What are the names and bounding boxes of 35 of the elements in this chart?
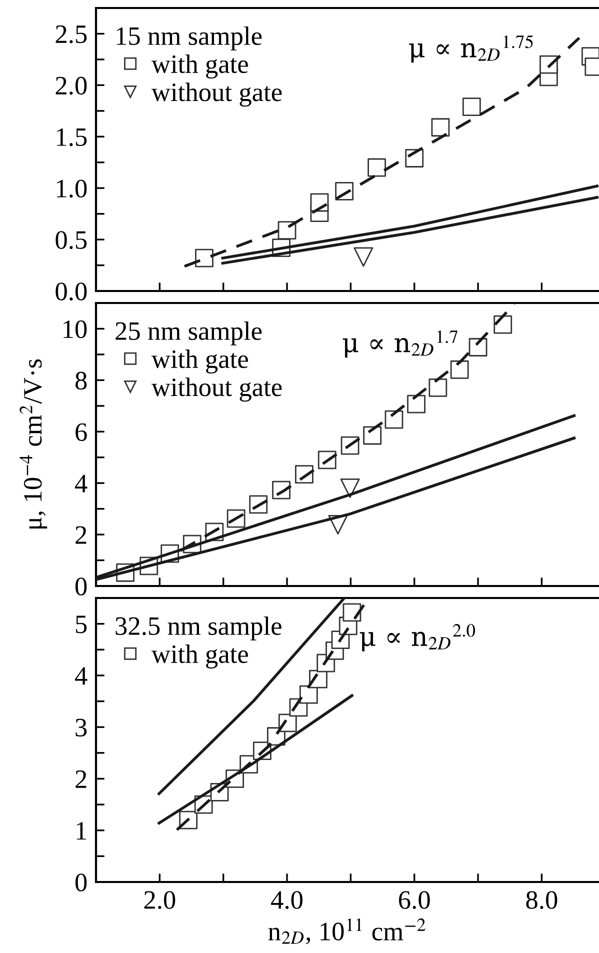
y-tick-label: 8 [75,372,87,390]
y-tick-label: 4 [74,474,88,492]
legend-title: 32.5 nm sample [116,616,282,640]
y-tick-label: 3 [76,718,87,737]
legend-label: with gate [151,644,248,669]
x-tick-label: 2.0 [144,891,176,910]
y-tick-label: 0.0 [56,282,87,301]
legend-label: with gate [151,54,248,79]
y-tick-label: 6 [76,423,87,442]
y-tick-label: 0.5 [56,231,87,250]
legend-label: with gate [151,350,248,374]
y-tick-label: 2.5 [56,25,87,44]
legend-label: without gate [151,82,282,107]
annotation: μ ∝ n$_{2D}$$^{1.75}$ [409,35,533,63]
x-tick-label: 8.0 [526,891,558,910]
legend-label: without gate [151,378,282,402]
x-tick-label: 4.0 [271,891,302,910]
y-tick-label: 5 [76,616,87,634]
y-tick-label: 2 [76,526,86,544]
x-tick-label: 6.0 [398,891,430,910]
annotation: μ ∝ n$_{2D}$$^{2.0}$ [360,624,476,652]
legend-title: 25 nm sample [116,321,262,346]
y-tick-label: 1 [76,822,86,840]
annotation: μ ∝ n$_{2D}$$^{1.7}$ [342,330,458,358]
y-tick-label: 10 [64,320,87,338]
y-tick-label: 0 [75,578,87,596]
y-axis-title: μ, 10$^{−4}$ cm$^{2}$/V·s [20,359,48,529]
y-tick-label: 4 [74,667,88,685]
y-tick-label: 0 [75,874,87,892]
y-tick-label: 2.0 [56,76,87,95]
y-tick-label: 1.0 [57,180,87,198]
x-axis-title: n$_{2D}$, 10$^{11}$ cm$^{−2}$ [268,918,426,944]
y-tick-label: 1.5 [57,128,87,146]
legend-title: 15 nm sample [116,26,262,50]
y-tick-label: 2 [76,770,86,788]
